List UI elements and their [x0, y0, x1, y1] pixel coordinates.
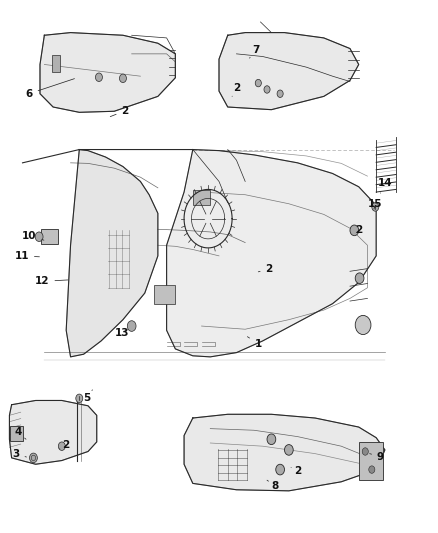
Circle shape	[355, 316, 371, 335]
Text: 13: 13	[115, 328, 129, 338]
Circle shape	[120, 74, 127, 83]
Circle shape	[58, 442, 65, 450]
Polygon shape	[40, 33, 175, 112]
Circle shape	[350, 225, 359, 236]
Polygon shape	[166, 150, 376, 357]
Circle shape	[264, 86, 270, 93]
Text: 15: 15	[368, 199, 382, 209]
Circle shape	[369, 466, 375, 473]
Circle shape	[277, 90, 283, 98]
Text: 9: 9	[370, 452, 384, 462]
Polygon shape	[184, 414, 385, 491]
Circle shape	[255, 79, 261, 87]
Circle shape	[362, 448, 368, 455]
Circle shape	[372, 203, 379, 211]
Bar	[359, 442, 383, 480]
Text: 2: 2	[110, 106, 129, 117]
Text: 10: 10	[22, 231, 44, 241]
Text: 2: 2	[60, 440, 70, 450]
Text: 6: 6	[25, 79, 74, 99]
Text: 2: 2	[291, 466, 301, 476]
Polygon shape	[219, 33, 359, 110]
Circle shape	[355, 273, 364, 284]
Polygon shape	[66, 150, 158, 357]
Circle shape	[276, 464, 285, 475]
Circle shape	[285, 445, 293, 455]
Text: 14: 14	[378, 177, 392, 193]
Bar	[52, 55, 60, 72]
Bar	[193, 190, 210, 205]
Bar	[11, 426, 23, 441]
Text: 2: 2	[355, 225, 362, 236]
Circle shape	[29, 453, 37, 463]
Text: 4: 4	[14, 427, 26, 439]
Text: 2: 2	[258, 264, 273, 274]
Bar	[153, 285, 175, 304]
Text: 1: 1	[247, 337, 262, 349]
Circle shape	[267, 434, 276, 445]
Text: 12: 12	[35, 277, 68, 286]
Bar	[41, 229, 58, 244]
Circle shape	[95, 73, 102, 82]
Text: 5: 5	[84, 390, 92, 403]
Text: 2: 2	[232, 83, 240, 96]
Circle shape	[35, 232, 43, 241]
Text: 3: 3	[12, 449, 26, 458]
Polygon shape	[10, 400, 97, 464]
Circle shape	[76, 394, 83, 402]
Text: 8: 8	[267, 480, 279, 490]
Circle shape	[127, 321, 136, 332]
Text: 11: 11	[14, 251, 39, 261]
Text: 7: 7	[250, 45, 260, 58]
